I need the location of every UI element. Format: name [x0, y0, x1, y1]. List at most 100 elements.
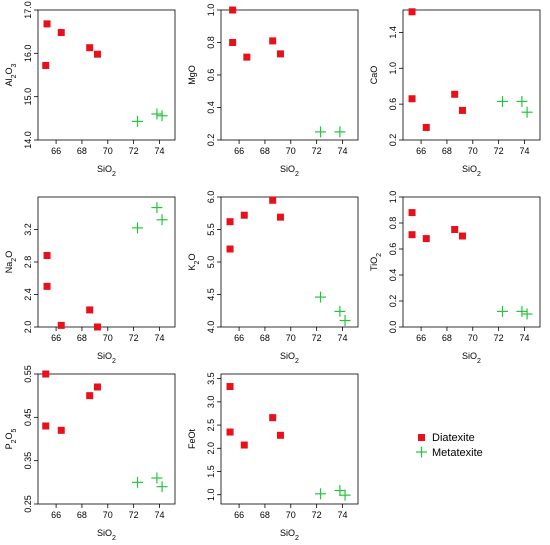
legend-label-metatexite: Metatexite: [432, 447, 483, 459]
y-axis-label: P2O5: [4, 428, 18, 449]
x-axis-label: SiO2: [280, 351, 299, 365]
point-metatexite: [516, 305, 528, 317]
plot-frame: [220, 373, 359, 505]
point-diatexite: [243, 53, 251, 61]
y-tick-label: 0.2: [388, 295, 398, 308]
point-diatexite: [451, 226, 459, 233]
x-tick-label: 72: [129, 510, 139, 520]
y-tick-label: 5.5: [206, 223, 216, 236]
plot-frame: [37, 196, 176, 328]
x-tick-label: 72: [312, 333, 322, 343]
point-diatexite: [93, 323, 101, 331]
x-tick-label: 66: [51, 333, 61, 343]
point-diatexite: [86, 44, 94, 52]
y-tick-label: 15.0: [23, 88, 33, 106]
x-tick-label: 70: [468, 333, 478, 343]
point-metatexite: [339, 489, 351, 501]
point-diatexite: [93, 383, 101, 391]
x-tick-label: 72: [129, 333, 139, 343]
point-metatexite: [334, 305, 346, 317]
x-tick-label: 66: [234, 510, 244, 520]
x-tick-label: 72: [494, 146, 504, 156]
y-tick-label: 0.2: [388, 134, 398, 147]
legend: Diatexite Metatexite: [416, 432, 483, 459]
point-diatexite: [57, 426, 65, 434]
y-axis-label: CaO: [369, 66, 379, 85]
point-metatexite: [334, 126, 346, 138]
point-metatexite: [497, 95, 509, 107]
panels: 66 68 70 72 74 14.0 15.0 16.0 17.0 SiO2 Al2O3 66 68 7…: [4, 1, 541, 542]
point-diatexite: [226, 218, 234, 226]
plot-frame: [37, 373, 176, 505]
point-metatexite: [151, 202, 163, 214]
point-diatexite: [408, 231, 416, 239]
x-tick-label: 74: [154, 146, 164, 156]
point-diatexite: [276, 50, 284, 58]
point-diatexite: [451, 90, 459, 98]
plot-frame: [402, 9, 541, 141]
panel-cao: 66 68 70 72 74 0.2 0.6 1.0 1.4 SiO2 CaO: [369, 8, 541, 178]
y-tick-label: 1.0: [206, 488, 216, 501]
point-metatexite: [156, 110, 168, 122]
x-tick-label: 68: [77, 146, 87, 156]
x-tick-label: 74: [154, 510, 164, 520]
y-tick-label: 1.0: [388, 62, 398, 75]
y-tick-label: 2.0: [23, 321, 33, 334]
point-metatexite: [156, 214, 168, 226]
y-tick-label: 4.0: [206, 321, 216, 334]
y-tick-label: 14.0: [23, 131, 33, 149]
point-diatexite: [42, 422, 50, 430]
x-tick-label: 70: [103, 146, 113, 156]
x-tick-label: 72: [494, 333, 504, 343]
x-tick-label: 70: [103, 333, 113, 343]
point-diatexite: [93, 50, 101, 58]
point-metatexite: [339, 315, 351, 326]
x-tick-label: 68: [77, 333, 87, 343]
y-tick-label: 0.55: [23, 365, 33, 383]
plot-frame: [37, 9, 176, 141]
legend-marker-metatexite: [416, 446, 427, 458]
y-axis-label: Na2O: [4, 251, 18, 273]
y-tick-label: 0.45: [23, 409, 33, 427]
plot-frame: [220, 9, 359, 141]
y-tick-label: 3.5: [206, 372, 216, 385]
point-metatexite: [521, 106, 533, 118]
legend-marker-diatexite: [418, 434, 425, 441]
y-tick-label: 0.4: [206, 101, 216, 114]
y-tick-label: 0.6: [388, 98, 398, 111]
y-tick-label: 0.8: [388, 217, 398, 230]
point-diatexite: [458, 232, 466, 240]
x-axis-label: SiO2: [280, 528, 299, 542]
y-tick-label: 0.6: [206, 69, 216, 82]
y-tick-label: 3.2: [23, 223, 33, 236]
y-tick-label: 4.5: [206, 288, 216, 301]
point-diatexite: [422, 123, 430, 131]
y-tick-label: 1.0: [388, 191, 398, 204]
point-diatexite: [240, 211, 248, 219]
point-diatexite: [408, 95, 416, 103]
y-axis-label: TiO2: [369, 253, 383, 271]
x-axis-label: SiO2: [97, 164, 116, 178]
x-tick-label: 66: [234, 333, 244, 343]
point-diatexite: [43, 20, 51, 28]
x-axis-label: SiO2: [97, 528, 116, 542]
x-tick-label: 70: [286, 510, 296, 520]
x-tick-label: 70: [286, 146, 296, 156]
y-axis-label: MgO: [187, 65, 197, 85]
point-diatexite: [42, 370, 50, 378]
point-diatexite: [269, 414, 277, 422]
point-metatexite: [334, 485, 346, 497]
y-axis-label: K2O: [187, 254, 201, 271]
x-tick-label: 74: [519, 146, 529, 156]
x-tick-label: 74: [337, 510, 347, 520]
point-diatexite: [226, 383, 234, 391]
point-diatexite: [42, 61, 50, 69]
point-metatexite: [156, 481, 168, 493]
point-diatexite: [57, 29, 65, 37]
point-diatexite: [408, 8, 416, 16]
y-tick-label: 17.0: [23, 1, 33, 19]
point-metatexite: [132, 476, 144, 488]
point-metatexite: [132, 115, 144, 127]
point-metatexite: [516, 95, 528, 107]
x-tick-label: 66: [416, 333, 426, 343]
